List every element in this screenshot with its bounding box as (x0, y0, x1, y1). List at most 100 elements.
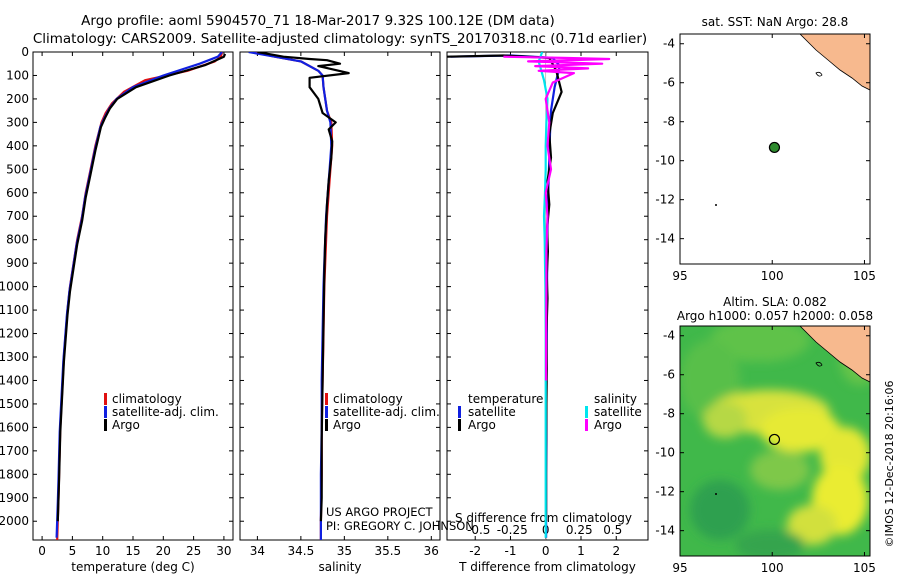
legend-temperature-heading: temperature (468, 392, 543, 406)
y-tick-label: 300 (6, 115, 29, 129)
legend-argo: Argo (112, 418, 140, 432)
map-y-tick-label: -10 (655, 446, 675, 460)
legend-t-argo: Argo (468, 418, 496, 432)
x-tick-label: 35 (337, 544, 352, 558)
y-tick-label: 1700 (0, 444, 29, 458)
s-diff-tick-label: -0.25 (497, 523, 528, 537)
x-tick-label: 34.5 (288, 544, 315, 558)
legend-satellite-adj: satellite-adj. clim. (112, 405, 219, 419)
sst_map-frame (679, 33, 871, 265)
map-y-tick-label: -12 (655, 193, 675, 207)
s-diff-tick-label: -0.5 (467, 523, 490, 537)
map-x-tick-label: 95 (672, 561, 687, 575)
legend-swatch-climatology (104, 393, 107, 405)
difference-legend: temperature satellite Argo salinity sate… (458, 392, 642, 432)
legend-swatch-t-satellite (458, 406, 461, 418)
series-line-temperature-satellite (450, 54, 561, 538)
title-line-1: Argo profile: aoml 5904570_71 18-Mar-201… (81, 13, 555, 29)
x-tick-label: 20 (156, 544, 171, 558)
legend-climatology-s: climatology (333, 392, 403, 406)
legend-salinity-heading: salinity (594, 392, 637, 406)
y-tick-label: 800 (6, 233, 29, 247)
imos-watermark: ©IMOS 12-Dec-2018 20:16:06 (883, 381, 896, 548)
x-tick-label: -1 (504, 544, 516, 558)
sla_map-title-1: Altim. SLA: 0.082 (723, 295, 827, 309)
x-tick-label: 25 (186, 544, 201, 558)
profile-legend-temperature: climatology satellite-adj. clim. Argo (104, 392, 219, 432)
y-tick-label: 1500 (0, 397, 29, 411)
map-y-tick-label: -12 (655, 485, 675, 499)
difference-series-group (447, 52, 611, 538)
x-tick-label: 30 (216, 544, 231, 558)
sla-heatmap (680, 326, 870, 556)
x-tick-label: 36 (424, 544, 439, 558)
legend-s-satellite: satellite (594, 405, 642, 419)
legend-swatch-satellite-s (325, 406, 328, 418)
s-diff-tick-label: 0.5 (603, 523, 622, 537)
y-tick-label: 500 (6, 162, 29, 176)
y-tick-label: 1100 (0, 303, 29, 317)
legend-swatch-s-satellite (585, 406, 588, 418)
legend-s-argo: Argo (594, 418, 622, 432)
profile-legend-salinity: climatology satellite-adj. clim. Argo (325, 392, 440, 432)
map-x-tick-label: 95 (672, 269, 687, 283)
credit-project: US ARGO PROJECT (326, 505, 434, 519)
legend-swatch-climatology-s (325, 393, 328, 405)
x-tick-label: 2 (612, 544, 620, 558)
map-x-tick-label: 105 (853, 561, 876, 575)
map-y-tick-label: -8 (663, 115, 675, 129)
map-x-tick-label: 100 (761, 269, 784, 283)
temperature-panel: 0100200300400500600700800900100011001200… (0, 45, 234, 574)
salinity-x-axis-label: salinity (318, 560, 361, 574)
legend-swatch-t-argo (458, 419, 461, 431)
s-diff-axis-label: S difference from climatology (455, 511, 632, 525)
x-tick-label: -2 (469, 544, 481, 558)
series-line-argo (257, 52, 350, 522)
series-line-satellite-adj-clim- (248, 52, 333, 540)
y-tick-label: 1800 (0, 467, 29, 481)
y-tick-label: 1400 (0, 373, 29, 387)
argo-float-marker (768, 433, 781, 446)
sla_map-title-2: Argo h1000: 0.057 h2000: 0.058 (677, 309, 873, 323)
salinity-series-group (248, 52, 350, 540)
series-line-salinity-argo (503, 55, 611, 381)
difference-panel: -2 -1 0 1 2-0.5 -0.25 0 0.25 0.5S difference fro… (446, 51, 649, 574)
y-tick-label: 700 (6, 209, 29, 223)
x-tick-label: 34 (250, 544, 265, 558)
x-tick-label: 5 (69, 544, 77, 558)
x-tick-label: 1 (577, 544, 585, 558)
legend-argo-s: Argo (333, 418, 361, 432)
map-y-tick-label: -4 (663, 329, 675, 343)
temperature-x-axis-label: temperature (deg C) (71, 560, 194, 574)
y-tick-label: 400 (6, 139, 29, 153)
sla_map-frame (679, 325, 871, 557)
map-y-tick-label: -6 (663, 76, 675, 90)
y-tick-label: 1600 (0, 420, 29, 434)
map-y-tick-label: -4 (663, 37, 675, 51)
sst-map-land (715, 34, 870, 206)
series-line-climatology (56, 52, 224, 540)
legend-swatch-argo-s (325, 419, 328, 431)
series-line-satellite-adj-clim- (55, 52, 223, 538)
y-tick-label: 600 (6, 186, 29, 200)
legend-climatology: climatology (112, 392, 182, 406)
sst_map-title: sat. SST: NaN Argo: 28.8 (702, 15, 849, 29)
legend-swatch-satellite (104, 406, 107, 418)
series-line-argo (56, 53, 227, 522)
x-tick-label: 15 (125, 544, 140, 558)
y-tick-label: 200 (6, 92, 29, 106)
map-x-tick-label: 105 (853, 269, 876, 283)
credit-pi: PI: GREGORY C. JOHNSON (326, 519, 474, 533)
map-y-tick-label: -10 (655, 154, 675, 168)
legend-swatch-argo (104, 419, 107, 431)
argo-float-marker (768, 141, 781, 154)
y-tick-label: 0 (21, 45, 29, 59)
map-y-tick-label: -14 (655, 232, 675, 246)
temperature-axes-box (32, 51, 234, 541)
y-tick-label: 1000 (0, 280, 29, 294)
salinity-panel: 34 34.5 35 35.5 36 salinity (239, 51, 441, 574)
s-diff-tick-label: 0.25 (566, 523, 593, 537)
x-tick-label: 35.5 (374, 544, 401, 558)
temperature-series-group (55, 52, 227, 540)
